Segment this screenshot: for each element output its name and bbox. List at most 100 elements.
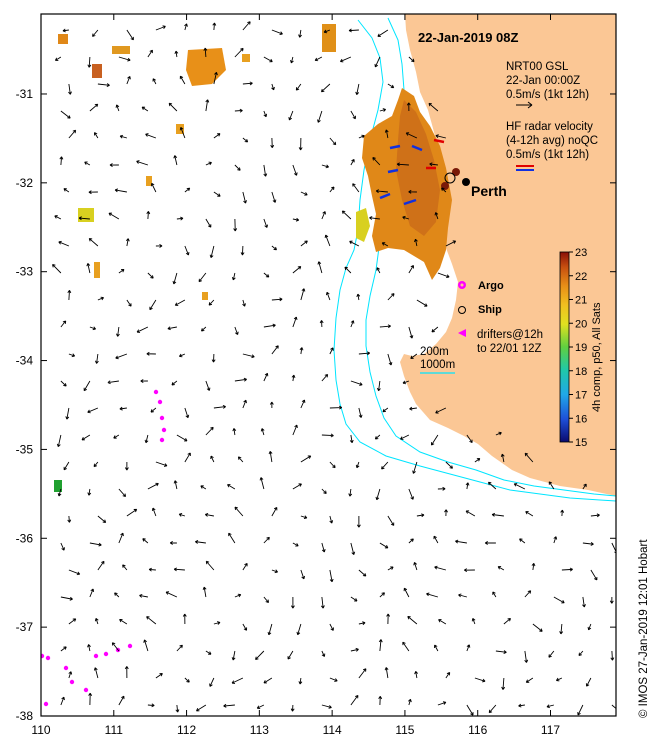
current-arrow xyxy=(255,650,265,661)
current-arrow xyxy=(445,461,453,469)
current-arrow xyxy=(518,703,525,708)
current-arrow xyxy=(93,461,99,468)
current-arrow xyxy=(495,431,502,436)
current-arrow xyxy=(205,161,212,166)
lat-tick-label: -34 xyxy=(16,354,34,368)
current-arrow xyxy=(620,678,628,687)
legend-ship-symbol xyxy=(458,306,466,314)
current-arrow xyxy=(60,110,71,119)
current-arrow xyxy=(408,189,417,194)
current-arrow xyxy=(314,56,323,62)
current-arrow xyxy=(268,451,273,463)
current-arrow xyxy=(434,644,439,652)
current-arrow xyxy=(321,211,326,220)
current-arrow xyxy=(553,536,558,544)
current-arrow xyxy=(84,161,91,166)
place-label-perth: Perth xyxy=(471,183,507,199)
current-arrow xyxy=(242,137,249,143)
sst-patch-yellow xyxy=(78,208,94,222)
current-arrow xyxy=(339,56,352,63)
current-arrow xyxy=(122,564,128,571)
current-arrow xyxy=(68,618,77,625)
current-arrow xyxy=(54,215,62,220)
current-arrow xyxy=(290,596,295,609)
current-arrow xyxy=(352,183,360,193)
model-current-arrows xyxy=(52,21,628,716)
current-arrow xyxy=(585,677,592,687)
colorbar-tick-label: 20 xyxy=(575,318,587,330)
current-arrow xyxy=(152,78,157,85)
radar-arrow xyxy=(379,192,391,200)
current-arrow xyxy=(358,668,367,679)
current-arrow xyxy=(350,596,358,602)
sst-patch xyxy=(94,262,100,278)
current-arrow xyxy=(205,560,215,571)
current-arrow xyxy=(350,158,355,166)
radar-arrow xyxy=(411,144,423,152)
current-arrow xyxy=(350,694,359,706)
current-arrow xyxy=(231,272,236,281)
legend-argo-symbol xyxy=(458,281,466,289)
current-arrow xyxy=(375,488,381,501)
current-arrow xyxy=(525,677,534,683)
current-arrow xyxy=(168,102,178,112)
current-arrow xyxy=(590,569,598,581)
current-arrow xyxy=(387,293,395,301)
colorbar-tick-label: 16 xyxy=(575,413,587,425)
current-arrow xyxy=(358,569,367,577)
current-arrow xyxy=(184,452,191,463)
legend-model-line-2: 22-Jan 00:00Z xyxy=(506,75,580,87)
current-arrow xyxy=(242,562,248,571)
current-arrow xyxy=(445,672,451,679)
current-arrow xyxy=(242,191,247,204)
current-arrow xyxy=(321,650,326,657)
current-arrow xyxy=(429,162,438,167)
current-arrow xyxy=(413,562,418,571)
legend-radar-line-3: 0.5m/s (1kt 12h) xyxy=(506,149,589,161)
current-arrow xyxy=(433,535,439,544)
current-arrow xyxy=(126,76,131,85)
legend-radar-line-2: (4-12h avg) noQC xyxy=(506,135,598,147)
current-arrow xyxy=(348,488,353,497)
current-arrow xyxy=(387,515,395,526)
current-arrow xyxy=(65,407,70,420)
current-arrow xyxy=(234,506,244,517)
current-arrow xyxy=(179,126,186,139)
current-arrow xyxy=(300,515,308,520)
current-arrow xyxy=(329,137,337,146)
current-arrow xyxy=(372,157,381,166)
current-arrow xyxy=(60,542,65,551)
current-arrow xyxy=(263,164,268,177)
current-arrow xyxy=(412,461,418,474)
current-arrow xyxy=(94,132,99,139)
current-arrow xyxy=(259,477,265,490)
current-arrow xyxy=(384,129,389,139)
current-arrow xyxy=(211,353,216,363)
current-arrow xyxy=(263,56,273,63)
current-arrow xyxy=(379,108,387,112)
current-arrow xyxy=(350,110,356,120)
current-arrow xyxy=(317,261,323,274)
current-arrow xyxy=(136,326,149,333)
colorbar-tick-label: 22 xyxy=(575,271,587,283)
current-arrow xyxy=(62,28,69,33)
current-arrow xyxy=(291,374,296,382)
current-arrow xyxy=(292,266,302,274)
lat-tick-label: -37 xyxy=(16,620,34,634)
lon-tick-label: 115 xyxy=(395,723,414,737)
lat-tick-label: -38 xyxy=(16,709,34,723)
lat-tick-label: -36 xyxy=(16,531,34,545)
current-arrow xyxy=(358,407,363,418)
current-arrow xyxy=(374,56,381,68)
current-arrow xyxy=(344,266,352,274)
current-arrow xyxy=(269,401,274,409)
lat-tick-label: -32 xyxy=(16,176,34,190)
current-arrow xyxy=(263,272,270,278)
current-arrow xyxy=(234,377,247,382)
current-arrow xyxy=(546,704,555,709)
current-arrow xyxy=(179,75,186,85)
current-arrow xyxy=(484,541,496,545)
current-arrow xyxy=(87,488,92,496)
current-arrow xyxy=(169,541,177,545)
